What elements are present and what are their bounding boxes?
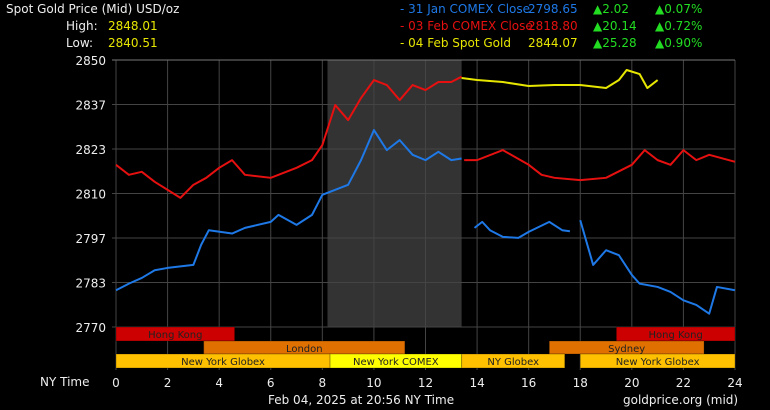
legend-price: 2844.07 bbox=[528, 36, 578, 50]
y-tick-label: 2783 bbox=[75, 277, 106, 291]
source-credit: goldprice.org (mid) bbox=[623, 393, 739, 407]
x-tick-label: 18 bbox=[573, 376, 588, 390]
legend-label: - 04 Feb Spot Gold bbox=[400, 36, 511, 50]
high-label: High: bbox=[66, 19, 98, 33]
low-label: Low: bbox=[66, 36, 94, 50]
x-tick-label: 8 bbox=[319, 376, 327, 390]
y-tick-label: 2770 bbox=[75, 321, 106, 335]
legend-change: ▲2.02 bbox=[593, 2, 629, 16]
session-label: Hong Kong bbox=[148, 330, 202, 341]
legend-price: 2818.80 bbox=[528, 19, 578, 33]
legend-label: - 03 Feb COMEX Close bbox=[400, 19, 533, 33]
series-line-0 bbox=[473, 220, 571, 239]
legend-pct: ▲0.72% bbox=[655, 19, 703, 33]
session-label: New York COMEX bbox=[353, 357, 439, 368]
x-tick-label: 24 bbox=[727, 376, 742, 390]
high-value: 2848.01 bbox=[108, 19, 158, 33]
x-tick-label: 10 bbox=[366, 376, 381, 390]
series-line-0 bbox=[115, 129, 462, 292]
timestamp: Feb 04, 2025 at 20:56 NY Time bbox=[268, 393, 455, 407]
session-bar bbox=[115, 326, 236, 342]
y-tick-label: 2823 bbox=[75, 143, 106, 157]
series-line-1 bbox=[464, 149, 736, 182]
low-value: 2840.51 bbox=[108, 36, 158, 50]
x-tick-label: 12 bbox=[418, 376, 433, 390]
y-tick-label: 2837 bbox=[75, 99, 106, 113]
session-label: London bbox=[286, 344, 323, 355]
x-tick-label: 6 bbox=[267, 376, 275, 390]
x-tick-label: 16 bbox=[521, 376, 536, 390]
session-label: New York Globex bbox=[616, 357, 700, 368]
x-tick-label: 0 bbox=[112, 376, 120, 390]
session-label: Hong Kong bbox=[648, 330, 702, 341]
x-tick-label: 22 bbox=[676, 376, 691, 390]
session-label: Sydney bbox=[608, 344, 645, 355]
legend-label: - 31 Jan COMEX Close bbox=[400, 2, 531, 16]
session-bar bbox=[579, 353, 736, 369]
x-tick-label: 4 bbox=[215, 376, 223, 390]
legend-pct: ▲0.07% bbox=[655, 2, 703, 16]
x-axis-label: NY Time bbox=[40, 375, 90, 389]
y-tick-label: 2810 bbox=[75, 188, 106, 202]
legend-price: 2798.65 bbox=[528, 2, 578, 16]
x-tick-label: 14 bbox=[469, 376, 484, 390]
legend-pct: ▲0.90% bbox=[655, 36, 703, 50]
session-bar bbox=[461, 353, 566, 369]
session-label: New York Globex bbox=[181, 357, 265, 368]
chart-title: Spot Gold Price (Mid) USD/oz bbox=[6, 2, 180, 16]
y-tick-label: 2850 bbox=[75, 54, 106, 68]
session-label: NY Globex bbox=[487, 357, 539, 368]
y-tick-label: 2797 bbox=[75, 232, 106, 246]
series-line-0 bbox=[579, 219, 736, 315]
legend-change: ▲20.14 bbox=[593, 19, 637, 33]
x-tick-label: 2 bbox=[164, 376, 172, 390]
series-line-2 bbox=[461, 69, 659, 90]
legend-change: ▲25.28 bbox=[593, 36, 637, 50]
series-line-1 bbox=[115, 75, 463, 199]
x-tick-label: 20 bbox=[624, 376, 639, 390]
